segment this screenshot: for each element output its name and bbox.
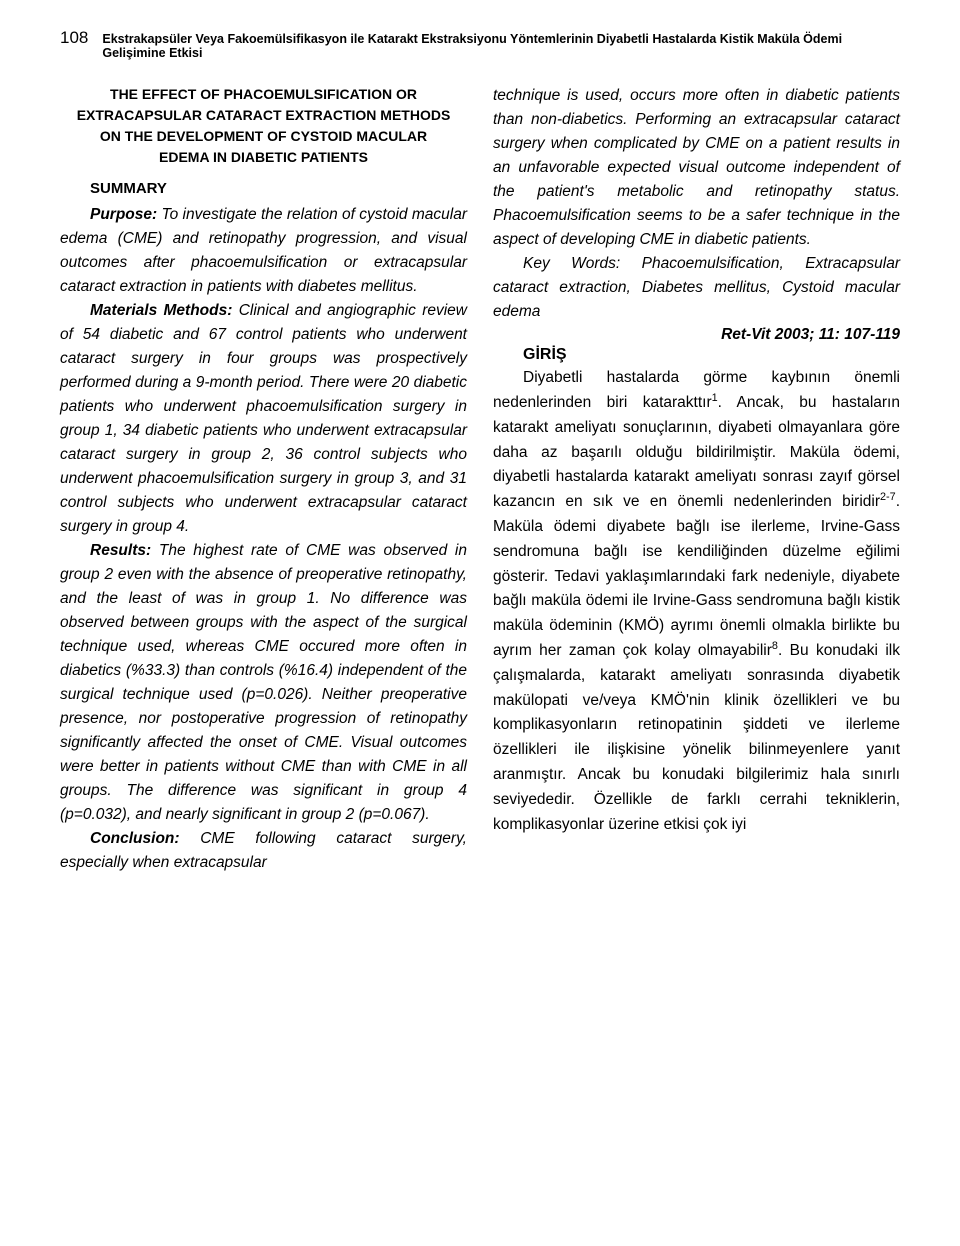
title-line-3: ON THE DEVELOPMENT OF CYSTOID MACULAR — [60, 126, 467, 147]
materials-label: Materials Methods: — [90, 302, 232, 319]
running-title: Ekstrakapsüler Veya Fakoemülsifikasyon i… — [102, 32, 900, 60]
keywords-label: Key Words: — [523, 255, 620, 272]
journal-reference: Ret-Vit 2003; 11: 107-119 — [493, 326, 900, 344]
intro-heading: GİRİŞ — [493, 346, 900, 364]
materials-text: Clinical and angiog­raphic review of 54 … — [60, 302, 467, 535]
conclusion-paragraph-left: Conclusion: CME following cataract surge… — [60, 827, 467, 875]
results-text: The highest rate of CME was observed in … — [60, 542, 467, 823]
title-line-2: EXTRACAPSULAR CATARACT EXTRACTION METHOD… — [60, 105, 467, 126]
intro-mid-1: . Ancak, bu hastaların katarakt ameliyat… — [493, 394, 900, 510]
conclusion-text-right: technique is used, occurs more often in … — [493, 84, 900, 252]
intro-mid-2: . Maküla ödemi diyabete bağlı ise ilerle… — [493, 493, 900, 659]
materials-paragraph: Materials Methods: Clinical and angiog­r… — [60, 299, 467, 539]
right-column: technique is used, occurs more often in … — [493, 84, 900, 875]
content-columns: THE EFFECT OF PHACOEMULSIFICATION OR EXT… — [60, 84, 900, 875]
left-column: THE EFFECT OF PHACOEMULSIFICATION OR EXT… — [60, 84, 467, 875]
results-label: Results: — [90, 542, 151, 559]
intro-suffix: . Bu konudaki ilk çalışmalarda, katarakt… — [493, 642, 900, 833]
title-line-4: EDEMA IN DIABETIC PATIENTS — [60, 147, 467, 168]
page-header: 108 Ekstrakapsüler Veya Fakoemülsifikasy… — [60, 28, 900, 60]
english-title: THE EFFECT OF PHACOEMULSIFICATION OR EXT… — [60, 84, 467, 168]
summary-label: SUMMARY — [60, 180, 467, 197]
conclusion-label: Conclusion: — [90, 830, 180, 847]
abstract-right: technique is used, occurs more often in … — [493, 84, 900, 324]
purpose-label: Purpose: — [90, 206, 157, 223]
results-paragraph: Results: The highest rate of CME was obs… — [60, 539, 467, 827]
purpose-paragraph: Purpose: To investigate the relation of … — [60, 203, 467, 299]
keywords-paragraph: Key Words: Phacoemulsification, Extracap… — [493, 252, 900, 324]
intro-body: Diyabetli hastalarda görme kaybının önem… — [493, 366, 900, 837]
title-line-1: THE EFFECT OF PHACOEMULSIFICATION OR — [60, 84, 467, 105]
abstract-left: Purpose: To investigate the relation of … — [60, 203, 467, 875]
page-number: 108 — [60, 28, 88, 48]
intro-sup-2: 2-7 — [880, 491, 896, 503]
